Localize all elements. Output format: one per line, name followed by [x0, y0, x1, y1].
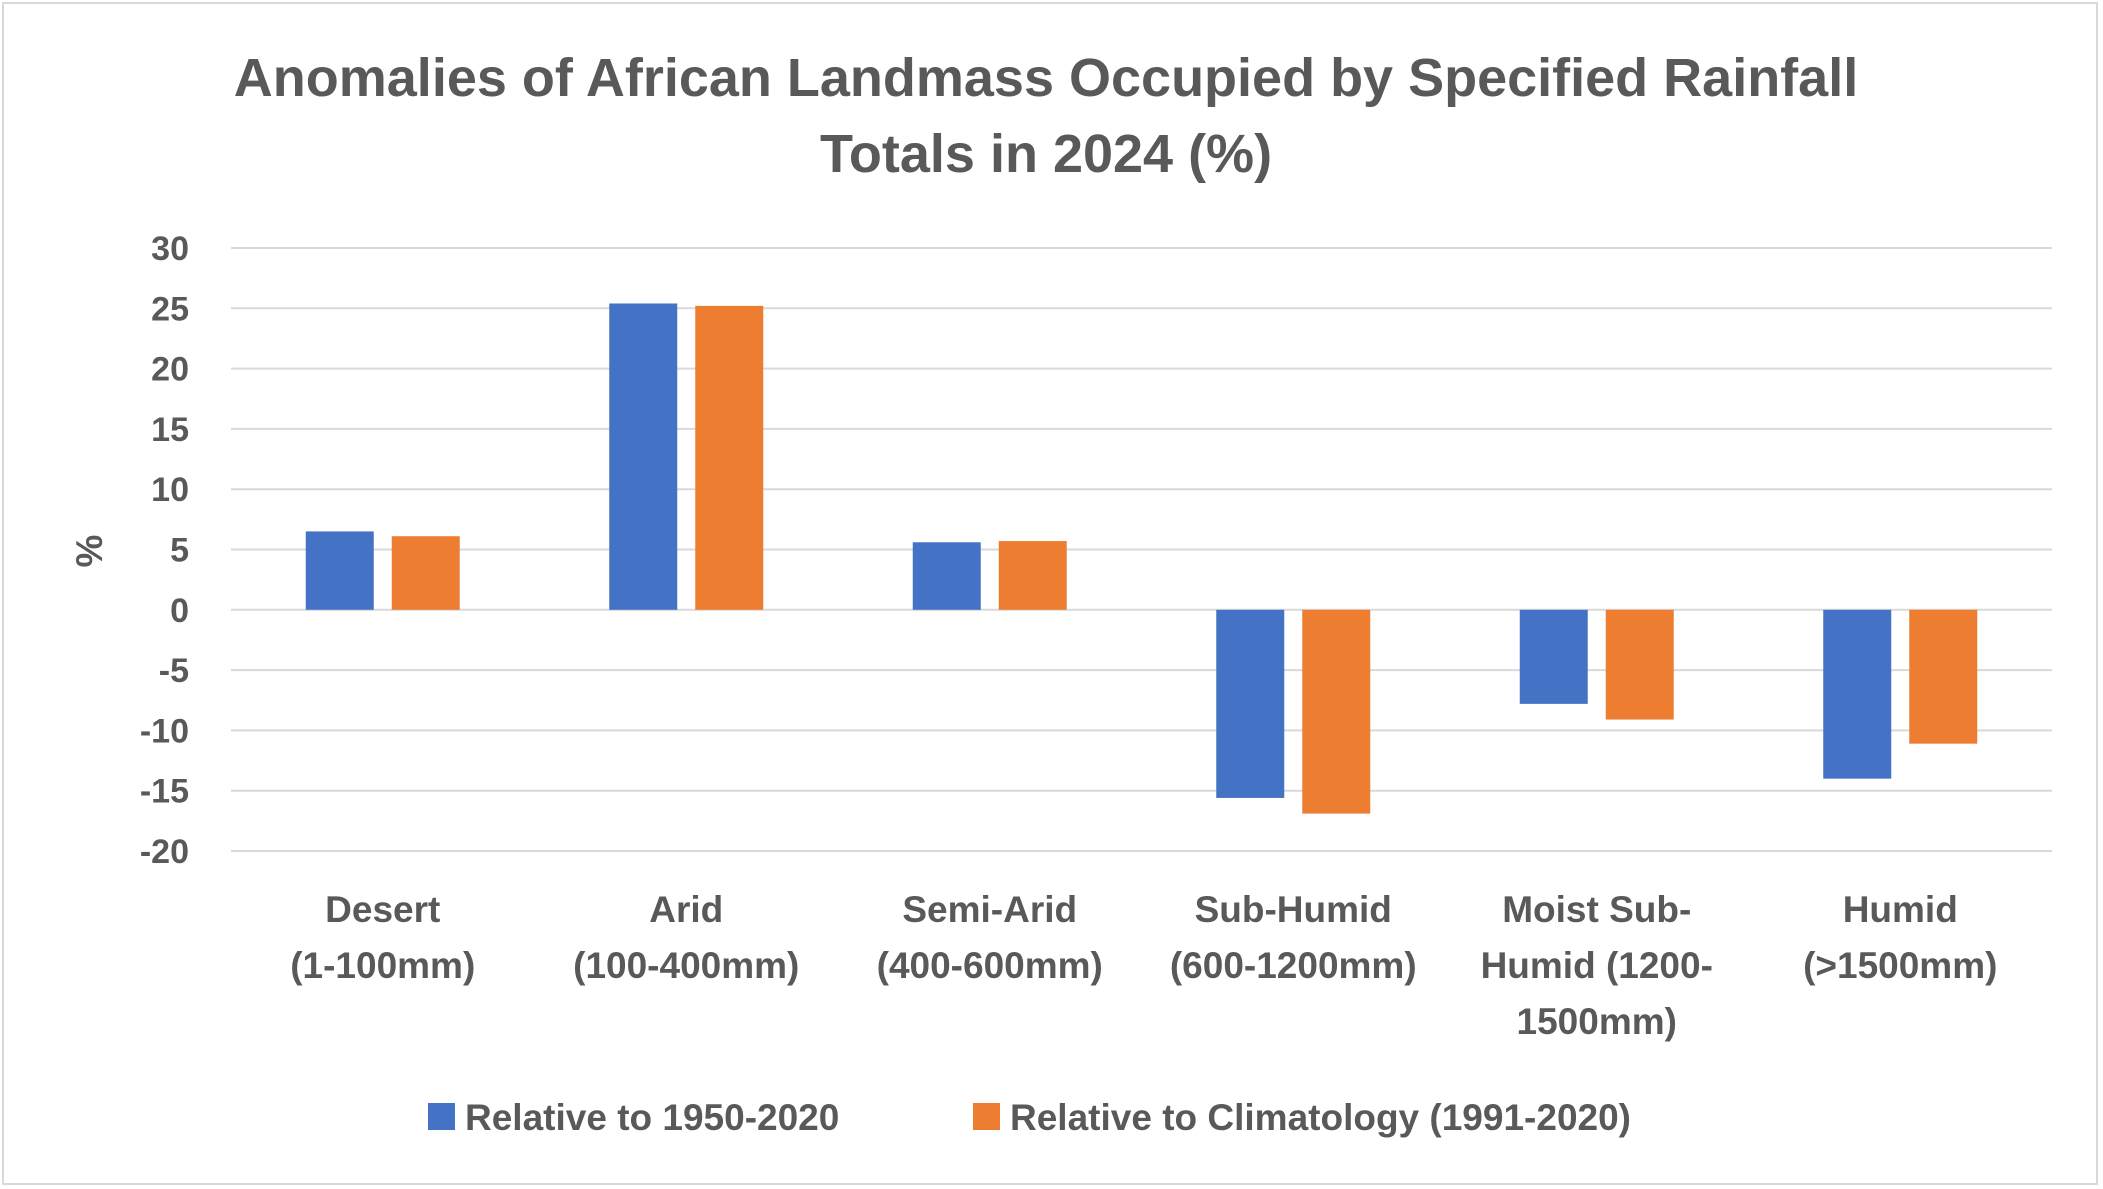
x-category-label: (400-600mm) — [877, 945, 1103, 986]
legend-label: Relative to 1950-2020 — [465, 1097, 839, 1138]
bar-relative-1950-2020 — [912, 542, 981, 610]
bars — [305, 303, 1978, 814]
bar-relative-climatology — [391, 536, 460, 610]
y-tick-label: -15 — [140, 773, 189, 811]
legend-label: Relative to Climatology (1991-2020) — [1010, 1097, 1631, 1138]
bar-relative-climatology — [695, 305, 764, 610]
y-tick-label: -5 — [159, 652, 189, 690]
bar-relative-climatology — [1909, 609, 1978, 744]
y-tick-label: 15 — [151, 411, 189, 449]
bar-relative-1950-2020 — [1823, 609, 1892, 779]
gridlines — [231, 247, 2052, 852]
y-tick-label: 10 — [151, 471, 189, 509]
bar-relative-1950-2020 — [305, 531, 374, 610]
bar-relative-1950-2020 — [1519, 609, 1588, 704]
chart-title-line: Totals in 2024 (%) — [820, 124, 1272, 184]
x-category-label: Sub-Humid — [1195, 889, 1392, 930]
x-category-label: Humid (1200- — [1481, 945, 1713, 986]
legend-swatch — [973, 1103, 1000, 1130]
y-tick-label: 5 — [170, 532, 189, 570]
chart-title: Anomalies of African Landmass Occupied b… — [234, 48, 1858, 184]
y-tick-label: 20 — [151, 351, 189, 389]
x-category-label: (100-400mm) — [573, 945, 799, 986]
x-category-label: (600-1200mm) — [1170, 945, 1417, 986]
y-tick-label: 30 — [151, 230, 189, 268]
bar-relative-1950-2020 — [1216, 609, 1285, 798]
legend: Relative to 1950-2020 Relative to Climato… — [428, 1097, 1631, 1138]
x-category-label: 1500mm) — [1517, 1001, 1677, 1042]
x-category-label: (1-100mm) — [290, 945, 475, 986]
x-category-label: (>1500mm) — [1803, 945, 1997, 986]
y-tick-label: -10 — [140, 712, 189, 750]
y-axis-ticks: 30 25 20 15 10 5 0 -5 -10 -15 -20 — [140, 230, 189, 871]
y-axis-title: % — [69, 535, 110, 568]
y-tick-label: 25 — [151, 290, 189, 328]
x-category-label: Arid — [649, 889, 723, 930]
bar-relative-climatology — [1605, 609, 1674, 720]
y-tick-label: -20 — [140, 833, 189, 871]
x-category-label: Desert — [325, 889, 440, 930]
x-axis-categories: Desert (1-100mm) Arid (100-400mm) Semi-Arid (… — [290, 889, 1997, 1042]
x-category-label: Humid — [1843, 889, 1958, 930]
y-tick-label: 0 — [170, 592, 189, 630]
legend-swatch — [428, 1103, 455, 1130]
y-axis-label: % — [69, 535, 110, 568]
chart-title-line: Anomalies of African Landmass Occupied b… — [234, 48, 1858, 108]
x-category-label: Moist Sub- — [1502, 889, 1691, 930]
bar-relative-climatology — [1302, 609, 1371, 814]
bar-relative-1950-2020 — [609, 303, 678, 610]
bar-relative-climatology — [998, 541, 1067, 610]
x-category-label: Semi-Arid — [902, 889, 1077, 930]
